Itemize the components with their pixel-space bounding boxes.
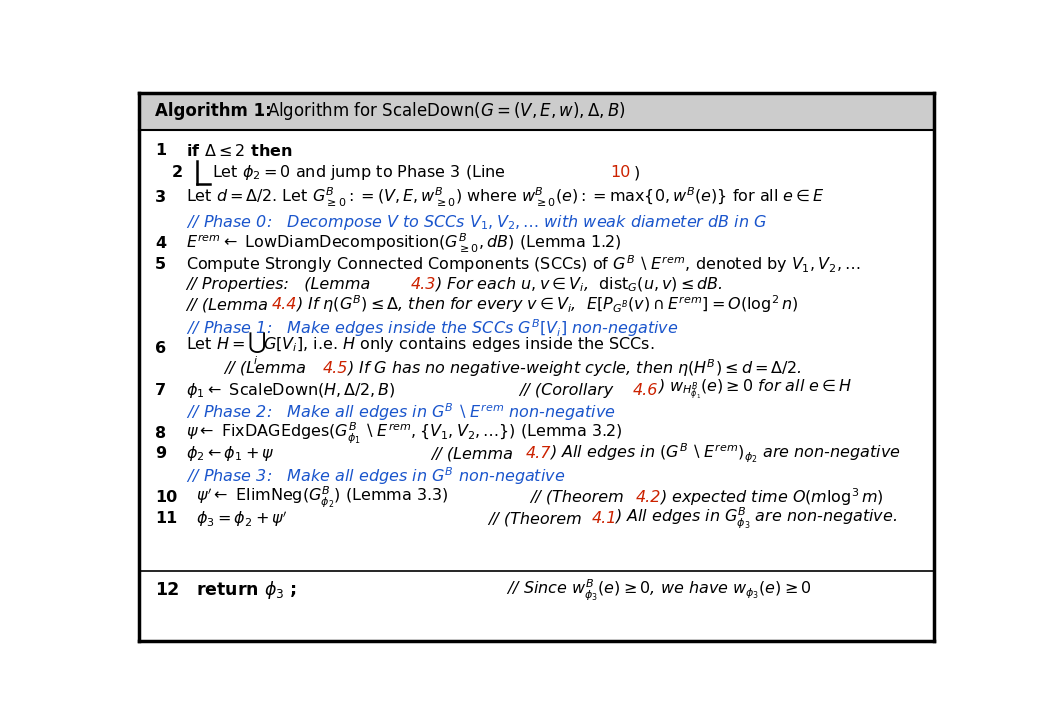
- Text: ) All edges in $G^B_{\phi_3}$ are non-negative.: ) All edges in $G^B_{\phi_3}$ are non-ne…: [615, 506, 897, 531]
- Text: $\phi_3 = \phi_2 + \psi'$: $\phi_3 = \phi_2 + \psi'$: [196, 508, 288, 529]
- Text: ) If $\eta(G^B) \leq \Delta$, then for every $v \in V_i$,  $E[P_{G^B}(v) \cap E^: ) If $\eta(G^B) \leq \Delta$, then for e…: [295, 294, 798, 315]
- Text: 5: 5: [155, 257, 166, 272]
- Text: 4.5: 4.5: [324, 361, 349, 376]
- Text: ) All edges in $(G^B \setminus E^{rem})_{\phi_2}$ are non-negative: ) All edges in $(G^B \setminus E^{rem})_…: [549, 442, 900, 465]
- Text: 4.2: 4.2: [636, 490, 661, 505]
- Text: 7: 7: [155, 383, 166, 398]
- Text: Let $H = \bigcup_i G[V_i]$, i.e. $H$ only contains edges inside the SCCs.: Let $H = \bigcup_i G[V_i]$, i.e. $H$ onl…: [186, 330, 654, 367]
- Text: // Phase 1:   Make edges inside the SCCs $G^B[V_i]$ non-negative: // Phase 1: Make edges inside the SCCs $…: [186, 317, 678, 339]
- Text: Algorithm 1:: Algorithm 1:: [155, 102, 272, 121]
- Text: // (Lemma: // (Lemma: [186, 297, 273, 312]
- Text: Let $\phi_2 = 0$ and jump to Phase 3 (Line: Let $\phi_2 = 0$ and jump to Phase 3 (Li…: [211, 163, 507, 182]
- Text: 4.6: 4.6: [633, 383, 659, 398]
- Text: $E^{rem} \leftarrow$ LowDiamDecomposition$(G^B_{\geq 0}, dB)$ (Lemma 1.2): $E^{rem} \leftarrow$ LowDiamDecompositio…: [186, 232, 622, 256]
- Text: // (Lemma: // (Lemma: [224, 361, 311, 376]
- Text: Let $d = \Delta/2$. Let $G^B_{\geq 0} := (V, E, w^B_{\geq 0})$ where $w^B_{\geq : Let $d = \Delta/2$. Let $G^B_{\geq 0} :=…: [186, 186, 825, 209]
- Text: $\phi_1 \leftarrow$ ScaleDown$(H, \Delta/2, B)$: $\phi_1 \leftarrow$ ScaleDown$(H, \Delta…: [186, 380, 396, 399]
- Bar: [139, 92, 934, 130]
- Text: 1: 1: [155, 143, 166, 158]
- Text: ) For each $u, v \in V_i$,  $\mathrm{dist}_G(u,v) \leq dB$.: ) For each $u, v \in V_i$, $\mathrm{dist…: [433, 275, 722, 293]
- Text: 11: 11: [155, 511, 178, 526]
- Text: return $\phi_3$ ;: return $\phi_3$ ;: [196, 579, 296, 601]
- Text: 9: 9: [155, 446, 166, 461]
- Text: // (Lemma: // (Lemma: [431, 446, 518, 461]
- Text: 4.1: 4.1: [592, 511, 617, 526]
- Text: // (Theorem: // (Theorem: [488, 511, 586, 526]
- Text: 4.3: 4.3: [410, 277, 437, 292]
- Text: ): ): [633, 165, 640, 180]
- Text: // Since $w^B_{\phi_3}(e) \geq 0$, we have $w_{\phi_3}(e) \geq 0$: // Since $w^B_{\phi_3}(e) \geq 0$, we ha…: [506, 578, 811, 603]
- Text: Algorithm for ScaleDown$(G = (V, E, w), \Delta, B)$: Algorithm for ScaleDown$(G = (V, E, w), …: [267, 100, 626, 122]
- Text: ) $w_{H^B_{\phi_1}}(e) \geq 0$ for all $e \in H$: ) $w_{H^B_{\phi_1}}(e) \geq 0$ for all $…: [656, 378, 852, 402]
- Text: $\psi \leftarrow$ FixDAGEdges$(G^B_{\phi_1} \setminus E^{rem}, \{V_1, V_2, \ldot: $\psi \leftarrow$ FixDAGEdges$(G^B_{\phi…: [186, 420, 623, 446]
- Text: 10: 10: [155, 490, 178, 505]
- Text: 4.7: 4.7: [526, 446, 552, 461]
- Text: ) If $G$ has no negative-weight cycle, then $\eta(H^B) \leq d = \Delta/2$.: ) If $G$ has no negative-weight cycle, t…: [346, 357, 802, 379]
- Text: 4: 4: [155, 236, 166, 251]
- Text: 8: 8: [155, 425, 166, 441]
- Text: 12: 12: [155, 582, 179, 599]
- Text: // Properties:   (Lemma: // Properties: (Lemma: [186, 277, 376, 292]
- Text: $\phi_2 \leftarrow \phi_1 + \psi$: $\phi_2 \leftarrow \phi_1 + \psi$: [186, 444, 274, 463]
- Text: // Phase 3:   Make all edges in $G^B$ non-negative: // Phase 3: Make all edges in $G^B$ non-…: [186, 465, 565, 487]
- Text: if $\Delta \leq 2$ then: if $\Delta \leq 2$ then: [186, 143, 292, 159]
- Text: // (Theorem: // (Theorem: [530, 490, 629, 505]
- Text: 2: 2: [172, 165, 182, 180]
- Text: // (Corollary: // (Corollary: [518, 383, 618, 398]
- Text: 4.4: 4.4: [271, 297, 296, 312]
- Text: // Phase 2:   Make all edges in $G^B \setminus E^{rem}$ non-negative: // Phase 2: Make all edges in $G^B \setm…: [186, 401, 616, 423]
- Text: // Phase 0:   Decompose $V$ to SCCs $V_1, V_2, \ldots$ with weak diameter $dB$ i: // Phase 0: Decompose $V$ to SCCs $V_1, …: [186, 213, 767, 232]
- Text: Compute Strongly Connected Components (SCCs) of $G^B \setminus E^{rem}$, denoted: Compute Strongly Connected Components (S…: [186, 253, 861, 275]
- Text: 10: 10: [610, 165, 630, 180]
- Text: 3: 3: [155, 189, 166, 205]
- Text: $\psi' \leftarrow$ ElimNeg$(G^B_{\phi_2})$ (Lemma 3.3): $\psi' \leftarrow$ ElimNeg$(G^B_{\phi_2}…: [196, 485, 448, 510]
- Text: 6: 6: [155, 341, 166, 356]
- Text: ) expected time $O(m \log^3 m)$: ) expected time $O(m \log^3 m)$: [660, 486, 884, 508]
